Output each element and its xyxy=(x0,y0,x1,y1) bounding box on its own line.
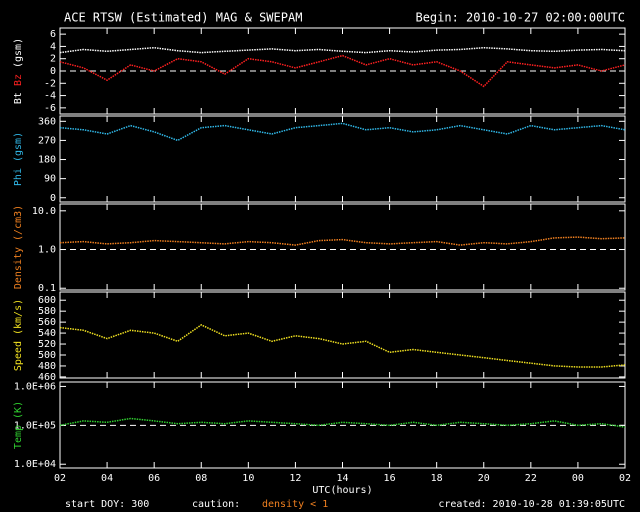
legend-entry: Phi (gsm) xyxy=(13,132,24,186)
y-tick-label: 500 xyxy=(38,350,56,361)
x-tick-label: 22 xyxy=(525,473,537,484)
y-tick-label: -4 xyxy=(44,91,56,102)
legend-entry: Temp (K) xyxy=(13,401,24,449)
y-tick-label: 480 xyxy=(38,361,56,372)
y-tick-label: 1.0E+04 xyxy=(14,459,56,470)
x-axis-label: UTC(hours) xyxy=(312,485,372,496)
y-tick-label: -2 xyxy=(44,78,56,89)
y-tick-label: 540 xyxy=(38,328,56,339)
x-tick-label: 00 xyxy=(572,473,584,484)
y-tick-label: 1.0E+05 xyxy=(14,420,56,431)
x-tick-label: 04 xyxy=(101,473,113,484)
x-tick-label: 18 xyxy=(431,473,443,484)
legend-entry: Speed (km/s) xyxy=(13,299,24,371)
x-tick-label: 02 xyxy=(54,473,66,484)
y-tick-label: 560 xyxy=(38,317,56,328)
x-tick-label: 10 xyxy=(242,473,254,484)
y-tick-label: 1.0 xyxy=(38,245,56,256)
begin-time: Begin: 2010-10-27 02:00:00UTC xyxy=(415,11,625,25)
y-axis-label: Bt Bz (gsm) xyxy=(13,38,24,104)
data-trace xyxy=(59,417,626,428)
legend-entry: Bt xyxy=(13,92,24,104)
y-tick-label: 580 xyxy=(38,306,56,317)
data-trace xyxy=(59,54,626,88)
y-tick-label: 10.0 xyxy=(32,206,56,217)
start-doy: start DOY: 300 xyxy=(65,499,149,510)
y-tick-label: 0 xyxy=(50,66,56,77)
y-axis-label: Speed (km/s) xyxy=(13,299,24,371)
y-tick-label: 460 xyxy=(38,372,56,383)
data-trace xyxy=(59,324,626,368)
y-tick-label: 600 xyxy=(38,295,56,306)
x-tick-label: 02 xyxy=(619,473,631,484)
y-tick-label: 90 xyxy=(44,174,56,185)
data-trace xyxy=(59,46,626,54)
y-axis-label: Phi (gsm) xyxy=(13,132,24,186)
y-tick-label: 6 xyxy=(50,29,56,40)
legend-entry: Density (/cm3) xyxy=(13,205,24,289)
chart-title: ACE RTSW (Estimated) MAG & SWEPAM xyxy=(64,11,302,25)
y-tick-label: 0 xyxy=(50,193,56,204)
data-trace xyxy=(59,236,626,246)
y-tick-label: 270 xyxy=(38,135,56,146)
y-tick-label: 2 xyxy=(50,54,56,65)
x-tick-label: 20 xyxy=(478,473,490,484)
legend-entry: Bz xyxy=(13,74,24,86)
y-tick-label: 0.1 xyxy=(38,283,56,294)
y-tick-label: 520 xyxy=(38,339,56,350)
x-tick-label: 08 xyxy=(195,473,207,484)
x-tick-label: 06 xyxy=(148,473,160,484)
y-axis-unit: (gsm) xyxy=(13,38,24,68)
created-time: created: 2010-10-28 01:39:05UTC xyxy=(438,499,625,510)
y-tick-label: 180 xyxy=(38,155,56,166)
x-tick-label: 14 xyxy=(336,473,348,484)
y-tick-label: 4 xyxy=(50,41,56,52)
caution: caution: xyxy=(192,499,240,510)
x-tick-label: 12 xyxy=(289,473,301,484)
y-axis-label: Density (/cm3) xyxy=(13,205,24,289)
y-tick-label: -6 xyxy=(44,103,56,114)
density-note: density < 1 xyxy=(262,499,328,510)
y-tick-label: 360 xyxy=(38,116,56,127)
x-tick-label: 16 xyxy=(384,473,396,484)
y-tick-label: 1.0E+06 xyxy=(14,381,56,392)
y-axis-label: Temp (K) xyxy=(13,401,24,449)
